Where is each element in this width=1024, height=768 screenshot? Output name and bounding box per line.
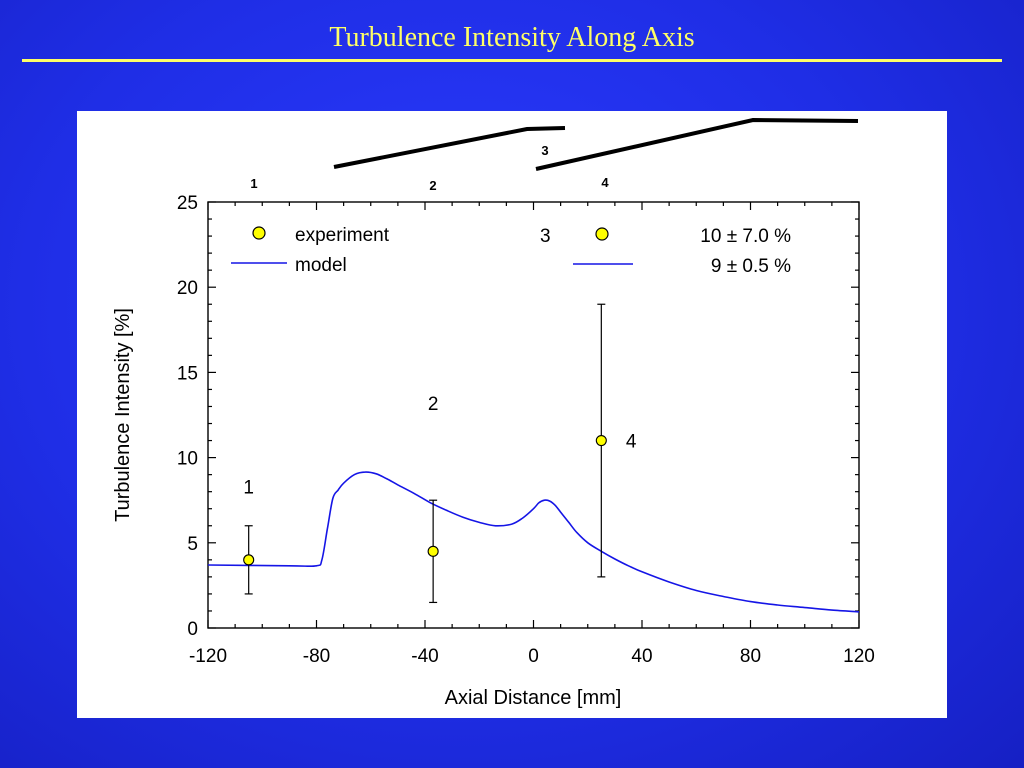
region-3-label: 3 (540, 226, 551, 247)
y-tick-label: 25 (177, 193, 198, 214)
legend-experiment-marker (252, 226, 266, 240)
experiment-point (427, 545, 439, 557)
geometry-wall-downstream (535, 117, 859, 171)
point-label: 4 (626, 432, 637, 453)
title-divider (22, 59, 1002, 62)
model-series (207, 471, 860, 613)
x-tick-label: 0 (528, 646, 539, 667)
geometry-sketch (333, 117, 859, 171)
legend: experiment model (231, 225, 390, 276)
axis-ticks (207, 201, 860, 629)
geometry-label-1: 1 (250, 176, 257, 191)
x-tick-label: -120 (189, 646, 227, 667)
y-tick-label: 0 (187, 619, 198, 640)
geometry-wall-upstream (333, 126, 566, 169)
legend-experiment-label: experiment (295, 225, 390, 246)
region-3-model-value: 9 ± 0.5 % (711, 256, 791, 277)
y-axis-title: Turbulence Intensity [%] (112, 308, 134, 522)
axis-tick-labels: -120 -80 -40 0 40 80 120 0 5 10 15 20 25 (177, 193, 875, 667)
region-3-experiment-value: 10 ± 7.0 % (700, 226, 791, 247)
chart-svg: 1 2 3 4 -120 -80 -40 0 40 80 120 0 5 10 15 20 25 Axi… (112, 117, 875, 709)
point-label: 1 (243, 478, 254, 499)
x-tick-label: 40 (631, 646, 652, 667)
x-tick-label: 120 (843, 646, 875, 667)
geometry-label-2: 2 (429, 178, 436, 193)
slide-title: Turbulence Intensity Along Axis (329, 22, 695, 53)
x-tick-label: -40 (411, 646, 438, 667)
region-3-experiment-marker (595, 227, 609, 241)
experiment-point (595, 435, 607, 447)
point-label: 2 (428, 394, 439, 415)
model-line (207, 471, 860, 613)
experiment-series (243, 303, 607, 604)
y-tick-label: 15 (177, 363, 198, 384)
point-labels: 1 2 4 (243, 394, 636, 498)
x-tick-label: -80 (303, 646, 330, 667)
region-3-annotation: 3 10 ± 7.0 % 9 ± 0.5 % (540, 226, 791, 277)
experiment-point (243, 554, 255, 566)
geometry-label-3: 3 (541, 143, 548, 158)
x-tick-label: 80 (740, 646, 761, 667)
x-axis-title: Axial Distance [mm] (445, 687, 622, 709)
chart-panel: 1 2 3 4 -120 -80 -40 0 40 80 120 0 5 10 15 20 25 Axi… (77, 111, 947, 718)
geometry-label-4: 4 (601, 175, 609, 190)
y-tick-label: 20 (177, 278, 198, 299)
y-tick-label: 10 (177, 449, 198, 470)
y-tick-label: 5 (187, 534, 198, 555)
legend-model-label: model (295, 255, 347, 276)
